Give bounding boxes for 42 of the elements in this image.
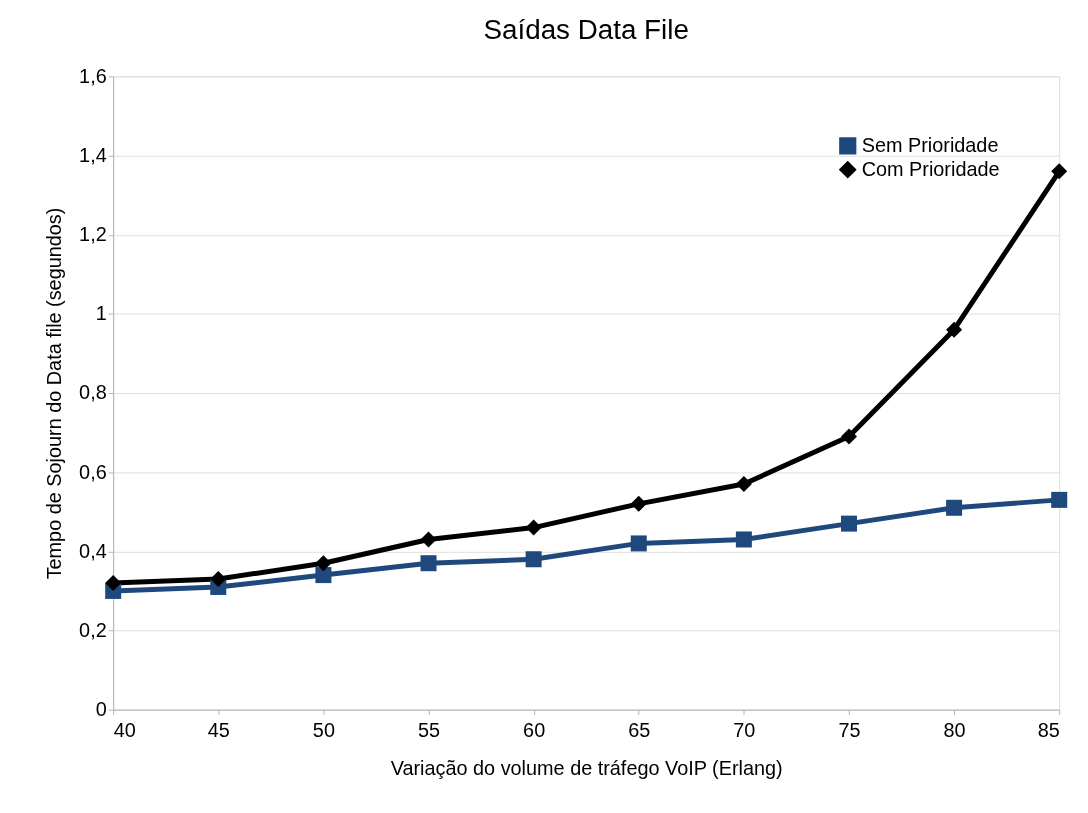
y-axis-title: Tempo de Sojourn do Data file (segundos) [43,207,66,580]
point [946,321,963,338]
point [840,428,857,445]
point [525,519,542,536]
x-tick-label: 80 [943,718,966,741]
point [1051,491,1068,508]
y-tick-label: 0,6 [79,460,107,483]
legend-label: Com Prioridade [861,157,1000,180]
x-tick-label: 70 [733,718,756,741]
x-tick-label: 75 [838,718,861,741]
point [946,499,963,516]
y-tick-label: 1,6 [79,64,107,87]
y-tick-label: 0 [95,698,107,721]
point [735,476,752,493]
point [420,531,437,548]
point [420,555,437,572]
chart-title: Saídas Data File [483,13,689,45]
point [840,515,857,532]
x-tick-label: 85 [1037,718,1060,741]
point [630,535,647,552]
point [525,551,542,568]
x-tick-label: 60 [523,718,546,741]
x-axis-title: Variação do volume de tráfego VoIP (Erlang) [390,756,783,779]
y-tick-label: 1,2 [79,223,107,246]
x-tick-label: 40 [113,718,136,741]
y-tick-label: 1,4 [79,143,107,166]
point [315,567,332,584]
y-tick-label: 1 [95,302,107,325]
point [630,495,647,512]
x-tick-label: 55 [417,718,441,741]
point [105,575,122,592]
y-tick-label: 0,2 [79,618,107,641]
x-tick-label: 50 [312,718,335,741]
point [1051,163,1068,180]
point [210,571,227,588]
x-tick-label: 45 [207,718,230,741]
legend-label: Sem Prioridade [861,133,999,156]
y-tick-label: 0,8 [79,381,107,404]
x-tick-label: 65 [628,718,651,741]
point [735,531,752,548]
point [315,555,332,572]
y-tick-label: 0,4 [79,539,107,562]
